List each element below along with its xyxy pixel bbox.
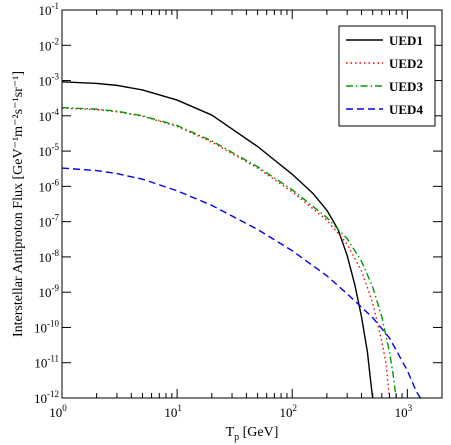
x-tick-label: 102 bbox=[279, 403, 297, 420]
legend-label-ued1: UED1 bbox=[389, 33, 423, 48]
x-axis-ticks: 100 101 102 103 bbox=[49, 10, 443, 420]
series-line-ued4 bbox=[62, 167, 422, 398]
y-tick-label: 10-1 bbox=[39, 1, 60, 18]
y-tick-label: 10-7 bbox=[39, 213, 60, 230]
series-line-ued1 bbox=[62, 81, 374, 398]
y-tick-label: 10-3 bbox=[39, 72, 60, 89]
plot-frame bbox=[61, 9, 443, 399]
x-axis-title: Tp [GeV] bbox=[226, 425, 279, 443]
legend-label-ued4: UED4 bbox=[389, 102, 423, 117]
y-tick-label: 10-5 bbox=[39, 142, 60, 159]
series-line-ued2 bbox=[62, 107, 391, 398]
y-tick-label: 10-8 bbox=[39, 248, 60, 265]
legend: UED1 UED2 UED3 UED4 bbox=[338, 25, 436, 127]
y-tick-label: 10-10 bbox=[34, 318, 59, 335]
legend-box bbox=[338, 25, 436, 127]
series-layer bbox=[62, 81, 422, 398]
y-axis-title: Interstellar Antiproton Flux [GeV⁻¹m⁻²s⁻… bbox=[11, 71, 26, 337]
y-tick-label: 10-9 bbox=[39, 283, 60, 300]
legend-label-ued3: UED3 bbox=[389, 79, 423, 94]
y-tick-label: 10-11 bbox=[34, 354, 59, 371]
y-tick-label: 10-6 bbox=[39, 177, 60, 194]
y-tick-label: 10-2 bbox=[39, 36, 60, 53]
y-axis-ticks: 10-12 10-11 10-10 10-9 10-8 10-7 10-6 10-5 10-4 1… bbox=[34, 1, 442, 406]
x-tick-label: 100 bbox=[49, 403, 67, 420]
x-tick-label: 101 bbox=[164, 403, 182, 420]
x-tick-label: 103 bbox=[395, 403, 413, 420]
y-tick-label: 10-4 bbox=[39, 107, 60, 124]
y-tick-label: 10-12 bbox=[34, 389, 59, 406]
legend-label-ued2: UED2 bbox=[389, 56, 423, 71]
